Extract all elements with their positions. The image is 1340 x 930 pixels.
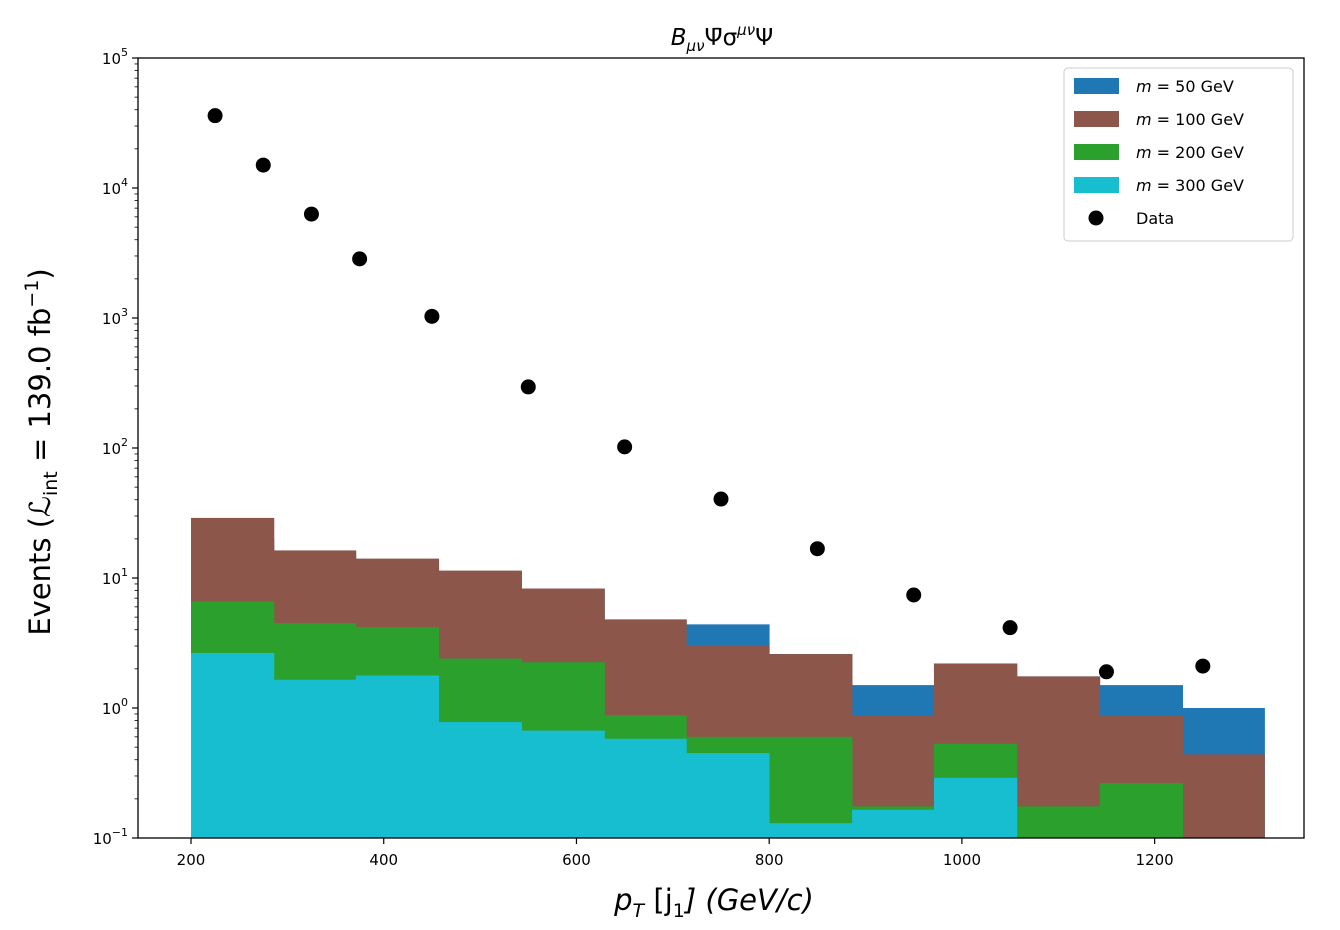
- bar-series-2-bin-7: [769, 736, 853, 838]
- data-point-5: [520, 379, 536, 395]
- y-tick-label-6: 105: [102, 46, 128, 68]
- y-axis-ticks: 10−1 100 101 102 103 104 105: [93, 46, 138, 848]
- data-point-3: [352, 251, 368, 267]
- chart-title: BμνΨ̄σμνΨ: [671, 21, 773, 55]
- bar-series-3-bin-9: [933, 777, 1018, 838]
- y-tick-label-5: 104: [102, 176, 128, 198]
- x-tick-label-3: 800: [755, 851, 784, 869]
- y-tick-label-4: 103: [102, 306, 128, 328]
- legend-box: [1063, 67, 1294, 242]
- y-tick-label-2: 101: [102, 566, 128, 588]
- x-tick-label-4: 1000: [943, 851, 981, 869]
- data-point-0: [207, 108, 223, 124]
- data-point-12: [1195, 658, 1211, 674]
- x-tick-label-5: 1200: [1136, 851, 1174, 869]
- legend-label-0: m = 50 GeV: [1136, 77, 1234, 96]
- legend-swatch-1: [1074, 111, 1119, 127]
- bar-series-3-bin-3: [438, 722, 522, 838]
- bar-series-3-bin-6: [686, 753, 770, 838]
- legend-label-3: m = 300 GeV: [1136, 176, 1244, 195]
- legend-swatch-2: [1074, 144, 1119, 160]
- y-tick-label-0: 10−1: [93, 826, 128, 848]
- legend-swatch-3: [1074, 177, 1119, 193]
- bar-series-3-bin-4: [521, 730, 605, 838]
- data-point-11: [1098, 664, 1114, 680]
- data-point-4: [424, 308, 440, 324]
- x-tick-label-2: 600: [562, 851, 591, 869]
- bar-series-1-bin-12: [1182, 754, 1265, 838]
- legend: m = 50 GeV m = 100 GeV m = 200 GeV m = 300 …: [1063, 67, 1294, 242]
- bar-series-3-bin-5: [604, 738, 687, 838]
- legend-label-2: m = 200 GeV: [1136, 143, 1244, 162]
- x-axis-label: pT [j1] (GeV/c): [613, 883, 814, 922]
- data-point-1: [255, 157, 271, 173]
- data-point-6: [617, 439, 633, 455]
- data-point-9: [906, 587, 922, 603]
- x-axis-ticks: 200 400 600 800 1000 1200: [177, 838, 1174, 869]
- legend-swatch-0: [1074, 78, 1119, 94]
- histogram-bars: [191, 517, 1265, 838]
- y-tick-label-1: 100: [102, 696, 128, 718]
- legend-marker-data: [1088, 210, 1104, 226]
- bar-series-2-bin-10: [1016, 806, 1101, 838]
- legend-label-1: m = 100 GeV: [1136, 110, 1244, 129]
- x-tick-label-1: 400: [369, 851, 398, 869]
- data-point-8: [809, 541, 825, 557]
- legend-label-data: Data: [1136, 209, 1174, 228]
- data-point-7: [713, 491, 729, 507]
- bar-series-3-bin-1: [273, 679, 357, 838]
- bar-series-3-bin-2: [355, 675, 440, 838]
- bar-series-3-bin-7: [769, 823, 853, 838]
- bar-series-3-bin-8: [852, 809, 935, 838]
- data-point-10: [1002, 620, 1018, 636]
- data-points: [207, 108, 1211, 680]
- y-axis-label: Events (ℒint = 139.0 fb−1): [21, 268, 62, 635]
- bar-series-2-bin-11: [1099, 782, 1183, 838]
- bar-series-3-bin-0: [191, 652, 275, 838]
- data-point-2: [303, 206, 319, 222]
- x-tick-label-0: 200: [177, 851, 206, 869]
- y-tick-label-3: 102: [102, 436, 128, 458]
